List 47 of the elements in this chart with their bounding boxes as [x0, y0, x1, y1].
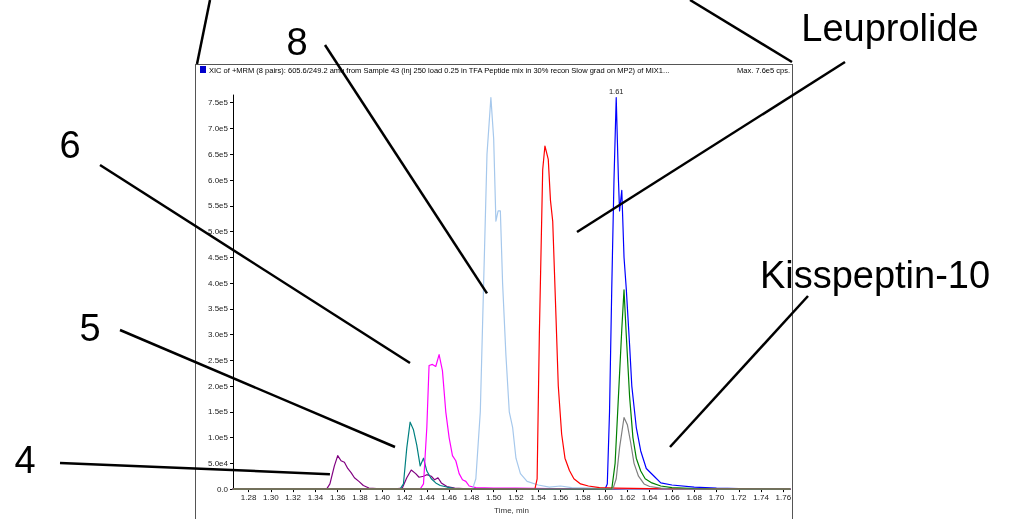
x-tick-label: 1.54 — [530, 492, 547, 502]
y-tick-label: 2.5e5 — [207, 355, 229, 365]
x-tick-label: 1.46 — [441, 492, 458, 502]
x-tick-label: 1.32 — [285, 492, 302, 502]
x-tick-label: 1.44 — [419, 492, 436, 502]
y-tick-label: 3.5e5 — [207, 304, 229, 314]
text: Leuprolide — [801, 7, 979, 49]
y-tick-label: 5.0e4 — [207, 458, 229, 468]
y-tick-label: 2.0e5 — [207, 381, 229, 391]
x-tick-label: 1.34 — [307, 492, 324, 502]
x-tick-label: 1.72 — [730, 492, 748, 502]
y-tick-label: 3.0e5 — [207, 330, 229, 340]
y-tick-label: 1.0e5 — [207, 433, 229, 443]
text: 6 — [59, 124, 81, 166]
x-tick-label: 1.58 — [575, 492, 592, 502]
y-tick-label: 6.5e5 — [207, 149, 229, 159]
x-tick-label: 1.74 — [753, 492, 770, 502]
x-tick-label: 1.76 — [775, 492, 792, 502]
x-tick-label: 1.56 — [552, 492, 569, 502]
x-tick-label: 1.70 — [708, 492, 725, 502]
text: 5 — [79, 307, 101, 349]
y-tick-label: 7.0e5 — [207, 123, 229, 133]
y-tick-label: 7.5e5 — [207, 98, 229, 108]
y-tick-label: 1.5e5 — [207, 407, 229, 417]
annotation: 8 — [286, 21, 308, 63]
x-tick-label: 1.38 — [352, 492, 369, 502]
x-tick-label: 1.68 — [686, 492, 703, 502]
y-tick-label: 5.5e5 — [207, 201, 229, 211]
x-tick-label: 1.50 — [485, 492, 503, 502]
x-tick-label: 1.28 — [240, 492, 257, 502]
annotation: 4 — [14, 439, 36, 481]
y-tick-label: 5.0e5 — [207, 227, 229, 237]
y-tick-label: 0.0 — [216, 484, 229, 494]
x-tick-label: 1.62 — [619, 492, 636, 502]
x-tick-label: 1.66 — [664, 492, 681, 502]
x-tick-label: 1.48 — [463, 492, 480, 502]
x-tick-label: 1.42 — [396, 492, 413, 502]
y-tick-label: 6.0e5 — [207, 175, 229, 185]
x-tick-label: 1.60 — [597, 492, 614, 502]
x-tick-label: 1.64 — [641, 492, 658, 502]
x-tick-label: 1.52 — [508, 492, 525, 502]
x-tick-label: 1.40 — [374, 492, 391, 502]
y-tick-label: 4.0e5 — [207, 278, 229, 288]
x-tick-label: 1.30 — [263, 492, 280, 502]
x-axis-title: Time, min — [494, 505, 529, 515]
y-tick-label: 4.5e5 — [207, 252, 229, 262]
x-tick-label: 1.36 — [329, 492, 347, 502]
